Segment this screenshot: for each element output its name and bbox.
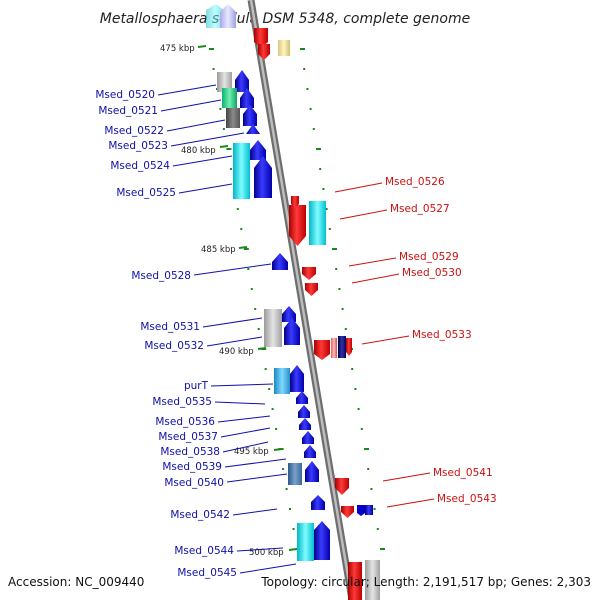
tick-dot [360,428,363,430]
tick-dot [275,428,278,430]
tick-dot [271,408,274,410]
tick-dot [370,488,373,490]
tick-dot [303,68,306,70]
tick-dot [257,328,260,330]
genome-backbone [247,0,356,600]
gene-label: Msed_0525 [116,187,176,199]
tick-dot [282,468,285,470]
tick-dot [247,268,250,270]
gene-label: Msed_0523 [108,140,168,152]
tick-dot [357,408,360,410]
gene-label: Msed_0545 [177,567,237,579]
top-features [206,4,290,60]
tick-dot [309,108,312,110]
right-gene-labels: Msed_0526 Msed_0527 Msed_0529 Msed_0530 … [334,176,497,508]
tick-dot [306,88,309,90]
tick-dot [316,148,321,150]
tick-dot [380,548,385,550]
gene-label: Msed_0538 [160,446,220,458]
tick-dot [354,388,357,390]
tick-dot [268,388,271,390]
tick-dot [312,128,315,130]
tick-dot [236,208,239,210]
gene-label: Msed_0539 [162,461,222,473]
reverse-strand-features [289,196,380,600]
tick-dot [240,228,243,230]
kbp-label-480: 480 kbp [181,146,216,156]
gene-label: Msed_0541 [433,467,493,479]
accession-text: Accession: NC_009440 [8,575,144,589]
gene-label: Msed_0527 [390,203,450,215]
tick-dot [226,148,232,150]
tick-dot [364,448,369,450]
tick-dot [376,528,379,530]
gene-label: Msed_0532 [144,340,204,352]
kbp-label-500: 500 kbp [249,548,284,558]
tick-dot [335,268,338,270]
tick-dot [219,108,222,110]
gene-label: Msed_0529 [399,251,459,263]
gene-label: Msed_0533 [412,329,472,341]
tick-dot [209,48,214,50]
gene-label: Msed_0535 [152,396,212,408]
tick-dot [264,368,267,370]
kbp-label-475: 475 kbp [160,44,195,54]
tick-dot [229,168,232,170]
gene-label: Msed_0540 [164,477,224,489]
gene-label: Msed_0522 [104,125,164,137]
gene-label: Msed_0543 [437,493,497,505]
tick-dot [289,508,291,510]
tick-dot [243,248,249,250]
gene-label: Msed_0526 [385,176,445,188]
gene-label: Msed_0542 [170,509,230,521]
tick-dot [351,368,354,370]
scale-marks: 475 kbp 480 kbp 485 kbp 490 kbp 495 kbp … [160,44,298,558]
gene-label: Msed_0536 [155,416,215,428]
map-title: Metallosphaera sedula DSM 5348, complete… [100,11,470,27]
left-gene-labels: Msed_0520 Msed_0521 Msed_0522 Msed_0523 … [95,84,297,579]
gene-label: Msed_0544 [174,545,234,557]
tick-dot [300,48,305,50]
tick-dot [250,288,253,290]
gene-label: Msed_0528 [131,270,191,282]
gene-label: Msed_0531 [140,321,200,333]
kbp-label-490: 490 kbp [219,347,254,357]
kbp-label-495: 495 kbp [234,447,269,457]
tick-dot [373,508,376,510]
gene-label: Msed_0520 [95,89,155,101]
tick-dot [344,328,347,330]
tick-dot [328,228,331,230]
kbp-label-485: 485 kbp [201,245,236,255]
gene-label: purT [184,380,209,392]
tick-dot [319,168,322,170]
tick-dot [254,308,257,310]
tick-dot [222,128,225,130]
gene-label: Msed_0537 [158,431,218,443]
tick-dot [285,488,288,490]
tick-dot [332,248,337,250]
tick-dot [367,468,370,470]
tick-dot [338,288,341,290]
topology-text: Topology: circular; Length: 2,191,517 bp… [260,575,591,589]
tick-dot [325,208,328,210]
tick-dot [341,308,344,310]
tick-dot [292,528,295,530]
forward-strand-features [217,70,330,561]
tick-dot [322,188,325,190]
gene-label: Msed_0521 [98,105,158,117]
gene-label: Msed_0530 [402,267,462,279]
tick-dot [212,68,215,70]
gene-label: Msed_0524 [110,160,170,172]
